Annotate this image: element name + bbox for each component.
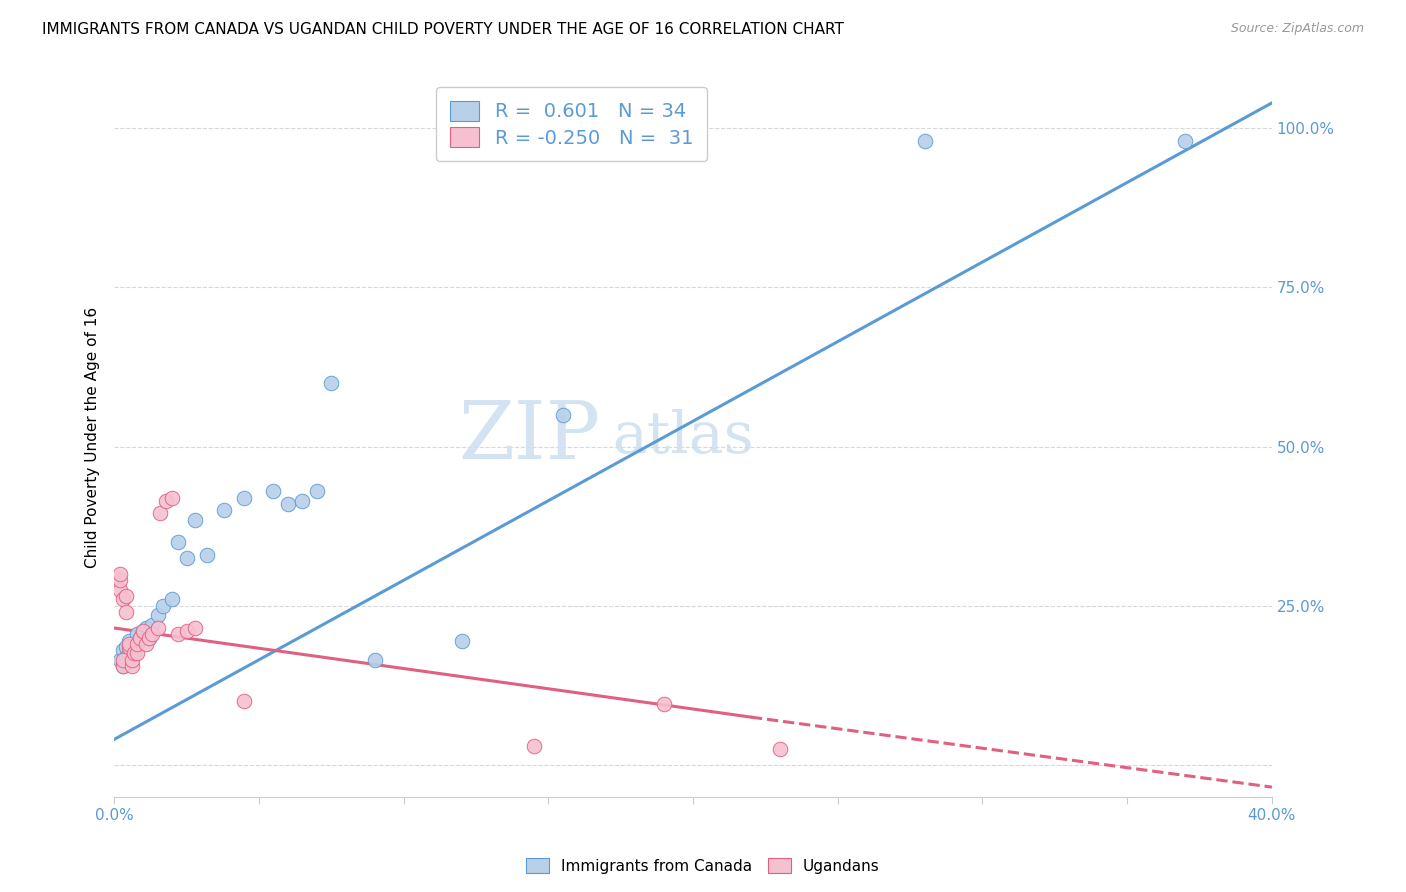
Legend: Immigrants from Canada, Ugandans: Immigrants from Canada, Ugandans	[520, 852, 886, 880]
Point	[135, 621, 157, 635]
Point	[652, 698, 675, 712]
Point	[233, 694, 256, 708]
Point	[450, 633, 472, 648]
Point	[769, 742, 792, 756]
Text: atlas: atlas	[612, 409, 754, 465]
Point	[184, 621, 207, 635]
Point	[124, 637, 146, 651]
Point	[108, 566, 131, 581]
Point	[195, 548, 218, 562]
Point	[1174, 134, 1197, 148]
Point	[121, 640, 143, 654]
Point	[114, 649, 136, 664]
Point	[138, 631, 160, 645]
Point	[141, 627, 163, 641]
Point	[305, 484, 328, 499]
Point	[118, 633, 141, 648]
Point	[121, 653, 143, 667]
Point	[176, 624, 198, 639]
Point	[914, 134, 936, 148]
Point	[176, 551, 198, 566]
Point	[160, 491, 183, 505]
Point	[146, 608, 169, 623]
Point	[184, 513, 207, 527]
Text: IMMIGRANTS FROM CANADA VS UGANDAN CHILD POVERTY UNDER THE AGE OF 16 CORRELATION : IMMIGRANTS FROM CANADA VS UGANDAN CHILD …	[42, 22, 844, 37]
Point	[135, 637, 157, 651]
Point	[114, 605, 136, 619]
Point	[121, 659, 143, 673]
Point	[118, 640, 141, 654]
Point	[127, 627, 149, 641]
Point	[152, 599, 174, 613]
Point	[108, 582, 131, 597]
Point	[551, 408, 574, 422]
Point	[127, 647, 149, 661]
Point	[138, 631, 160, 645]
Point	[129, 631, 152, 645]
Point	[155, 493, 177, 508]
Y-axis label: Child Poverty Under the Age of 16: Child Poverty Under the Age of 16	[86, 307, 100, 567]
Point	[124, 647, 146, 661]
Point	[118, 637, 141, 651]
Point	[108, 574, 131, 588]
Point	[118, 647, 141, 661]
Text: ZIP: ZIP	[458, 398, 600, 476]
Point	[129, 631, 152, 645]
Point	[111, 592, 134, 607]
Point	[262, 484, 284, 499]
Point	[114, 589, 136, 603]
Legend: R =  0.601   N = 34, R = -0.250   N =  31: R = 0.601 N = 34, R = -0.250 N = 31	[436, 87, 707, 161]
Point	[132, 624, 155, 639]
Point	[149, 507, 172, 521]
Point	[212, 503, 235, 517]
Text: Source: ZipAtlas.com: Source: ZipAtlas.com	[1230, 22, 1364, 36]
Point	[132, 624, 155, 639]
Point	[127, 637, 149, 651]
Point	[141, 617, 163, 632]
Point	[146, 621, 169, 635]
Point	[160, 592, 183, 607]
Point	[363, 653, 385, 667]
Point	[291, 493, 314, 508]
Point	[321, 376, 343, 390]
Point	[523, 739, 546, 753]
Point	[167, 627, 190, 641]
Point	[108, 653, 131, 667]
Point	[111, 659, 134, 673]
Point	[111, 659, 134, 673]
Point	[233, 491, 256, 505]
Point	[167, 535, 190, 549]
Point	[114, 640, 136, 654]
Point	[111, 653, 134, 667]
Point	[111, 643, 134, 657]
Point	[277, 497, 299, 511]
